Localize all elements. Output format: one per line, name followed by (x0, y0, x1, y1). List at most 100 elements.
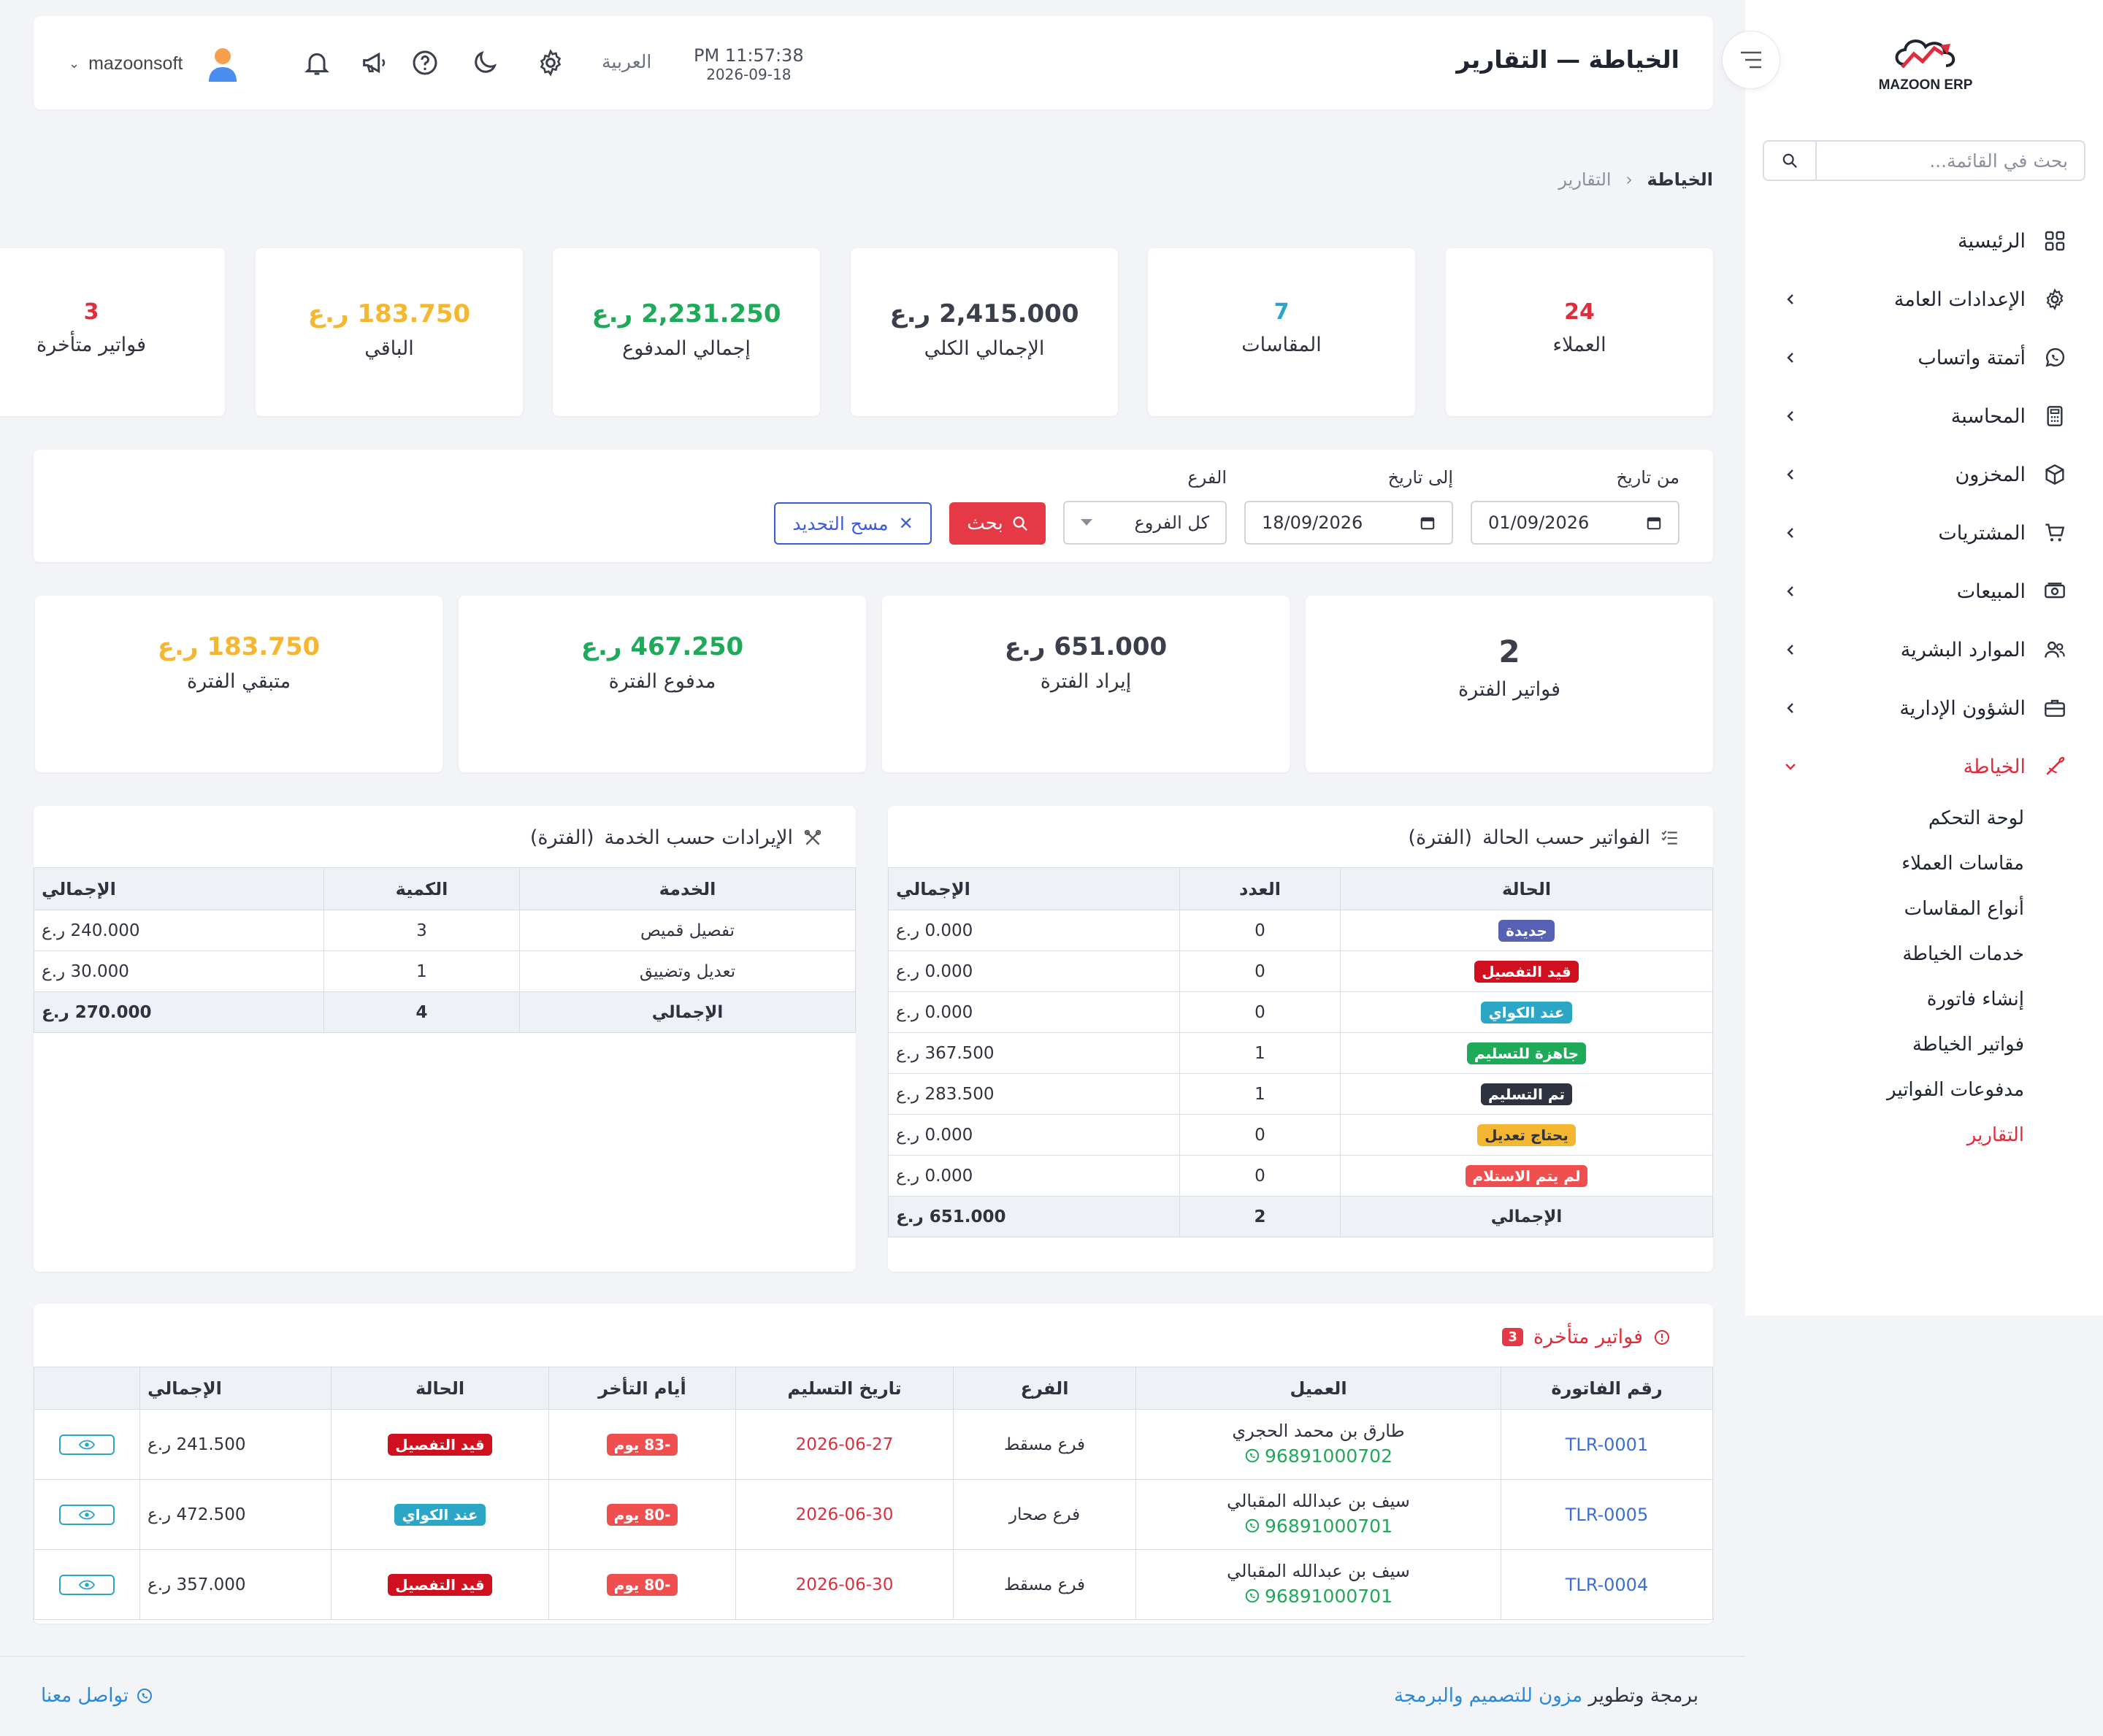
search-icon (1012, 515, 1028, 531)
breadcrumb-parent[interactable]: الخياطة (1647, 169, 1713, 190)
invoice-link[interactable]: TLR-0005 (1565, 1504, 1649, 1525)
total-cell: 240.000 ر.ع (34, 910, 324, 951)
sidebar-item[interactable]: أتمتة واتساب (1745, 329, 2103, 387)
submenu-item[interactable]: فواتير الخياطة (1912, 1034, 2024, 1056)
sidebar-item[interactable]: الإعدادات العامة (1745, 270, 2103, 329)
sidebar-toggle-button[interactable] (1722, 31, 1780, 89)
language-switcher[interactable]: العربية (602, 51, 652, 72)
stat-label: فواتير متأخرة (36, 334, 147, 356)
help-icon[interactable] (410, 48, 440, 77)
status-badge: تم التسليم (1480, 1083, 1573, 1105)
submenu-item[interactable]: لوحة التحكم (1928, 807, 2024, 829)
customer-phone-link[interactable]: 96891000702 (1244, 1445, 1393, 1467)
sidebar-item[interactable]: المشتريات (1745, 504, 2103, 562)
submenu-item[interactable]: مدفوعات الفواتير (1887, 1079, 2024, 1101)
to-date-input[interactable]: 18/09/2026 (1244, 501, 1453, 545)
invoices-by-status-panel: الفواتير حسب الحالة (الفترة) الحالة العد… (888, 806, 1713, 1272)
chevron-left-icon[interactable] (1782, 699, 1799, 717)
column-header: الخدمة (519, 867, 856, 910)
sidebar-item[interactable]: المبيعات (1745, 562, 2103, 621)
cart-icon (2042, 520, 2068, 546)
breadcrumb-separator: ‹ (1625, 169, 1633, 190)
column-header: الإجمالي (139, 1367, 332, 1410)
service-cell: تعديل وتضييق (519, 950, 856, 992)
sidebar-search[interactable]: بحث في القائمة... (1763, 140, 2085, 181)
view-invoice-button[interactable] (59, 1574, 115, 1595)
contact-us-label: تواصل معنا (41, 1685, 129, 1707)
submenu-item[interactable]: إنشاء فاتورة (1926, 988, 2024, 1010)
branch-select[interactable]: كل الفروع (1063, 501, 1227, 545)
user-menu[interactable]: ⌄ mazoonsoft (69, 45, 240, 82)
eye-icon (79, 1440, 95, 1449)
stat-card: 2,231.250 ر.ع إجمالي المدفوع (553, 248, 820, 416)
search-button[interactable]: بحث (949, 502, 1046, 545)
invoice-link[interactable]: TLR-0004 (1565, 1574, 1649, 1595)
submenu-item[interactable]: مقاسات العملاء (1901, 853, 2024, 875)
late-days-badge: -80 يوم (606, 1503, 678, 1526)
total-value: 240.000 ر.ع (42, 921, 140, 940)
customer-name: سيف بن عبدالله المقبالي (1227, 1490, 1410, 1511)
count-cell: 1 (1179, 1032, 1341, 1074)
chevron-down-icon[interactable] (1782, 758, 1799, 775)
submenu-item[interactable]: التقارير (1966, 1124, 2024, 1146)
company-logo[interactable]: MAZOON ERP (1878, 32, 1973, 98)
chevron-left-icon[interactable] (1782, 291, 1799, 308)
from-date-input[interactable]: 01/09/2026 (1471, 501, 1679, 545)
grid-icon (2042, 228, 2068, 254)
view-invoice-button[interactable] (59, 1434, 115, 1455)
stat-card: 7 المقاسات (1148, 248, 1415, 416)
calendar-icon[interactable] (1646, 515, 1662, 531)
stat-label: مدفوع الفترة (608, 670, 716, 693)
sidebar-item[interactable]: المخزون (1745, 445, 2103, 504)
revenue-by-service-panel: الإيرادات حسب الخدمة (الفترة) الخدمة الك… (34, 806, 856, 1272)
total-value: 367.500 ر.ع (896, 1043, 995, 1063)
stat-card: 3 فواتير متأخرة (0, 248, 225, 416)
contact-us-link[interactable]: تواصل معنا (41, 1685, 153, 1707)
footer-credit-link[interactable]: مزون للتصميم والبرمجة (1393, 1685, 1583, 1707)
chevron-left-icon[interactable] (1782, 349, 1799, 366)
status-badge: جديدة (1498, 919, 1555, 942)
calendar-icon[interactable] (1420, 515, 1436, 531)
column-header: العميل (1135, 1367, 1501, 1410)
count-cell: 0 (1179, 910, 1341, 951)
whatsapp-icon (136, 1687, 153, 1705)
customer-phone-link[interactable]: 96891000701 (1244, 1586, 1393, 1607)
logo-mark-icon (1895, 39, 1955, 69)
chevron-left-icon[interactable] (1782, 524, 1799, 542)
customer-phone-link[interactable]: 96891000701 (1244, 1516, 1393, 1537)
alert-circle-icon (1653, 1329, 1671, 1346)
total-value: 0.000 ر.ع (896, 1125, 973, 1145)
submenu-item[interactable]: خدمات الخياطة (1902, 943, 2024, 965)
chevron-left-icon[interactable] (1782, 466, 1799, 483)
submenu-item[interactable]: أنواع المقاسات (1904, 898, 2024, 920)
bell-icon[interactable] (302, 48, 332, 77)
sidebar-item[interactable]: الموارد البشرية (1745, 621, 2103, 679)
avatar[interactable] (206, 45, 240, 82)
sidebar-search-input[interactable]: بحث في القائمة... (1929, 150, 2068, 172)
megaphone-icon[interactable] (359, 48, 388, 77)
search-icon[interactable] (1764, 142, 1817, 180)
view-invoice-button[interactable] (59, 1504, 115, 1525)
stat-label: العملاء (1552, 334, 1606, 356)
clear-selection-button[interactable]: ✕ مسح التحديد (774, 502, 932, 545)
status-panel-title: الفواتير حسب الحالة (الفترة) (1408, 826, 1679, 849)
sidebar-item[interactable]: المحاسبة (1745, 387, 2103, 445)
status-cell: عند الكواي (331, 1479, 549, 1550)
footer-credit-prefix: برمجة وتطوير (1588, 1685, 1698, 1707)
sidebar-item[interactable]: الشؤون الإدارية (1745, 679, 2103, 737)
branch-label: الفرع (1187, 467, 1227, 488)
chevron-left-icon[interactable] (1782, 407, 1799, 425)
chevron-left-icon[interactable] (1782, 583, 1799, 600)
chevron-left-icon[interactable] (1782, 641, 1799, 658)
sidebar-item[interactable]: الخياطة (1745, 737, 2103, 796)
column-header: رقم الفاتورة (1501, 1367, 1713, 1410)
invoice-link[interactable]: TLR-0001 (1565, 1434, 1649, 1455)
stat-label: الباقي (364, 337, 414, 360)
total-value: 357.000 ر.ع (148, 1575, 246, 1594)
status-badge: عند الكواي (1481, 1001, 1572, 1023)
sidebar-item[interactable]: الرئيسية (1745, 212, 2103, 270)
moon-icon[interactable] (470, 48, 499, 77)
status-cell: عند الكواي (1340, 991, 1713, 1033)
status-cell: قيد التفصيل (1340, 950, 1713, 992)
gear-icon[interactable] (536, 48, 565, 77)
